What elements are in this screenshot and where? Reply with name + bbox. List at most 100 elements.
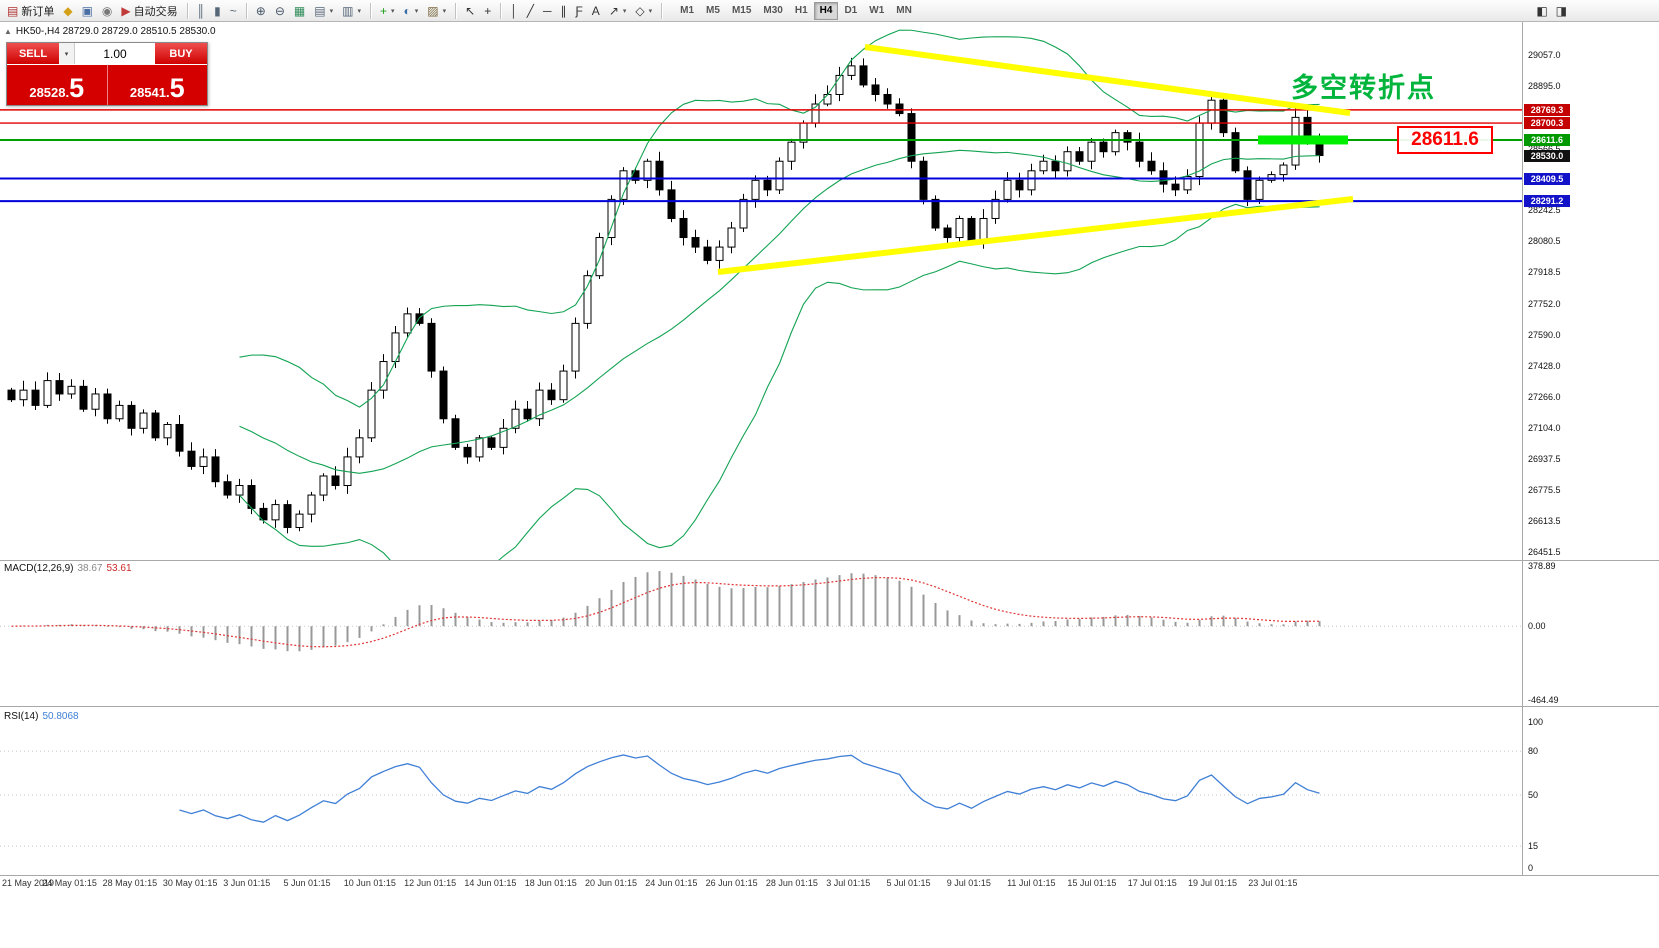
- indicators-button[interactable]: + ▾: [376, 1, 399, 20]
- price-axis-label: 27590.0: [1528, 329, 1561, 340]
- time-axis-label: 12 Jun 01:15: [404, 878, 457, 888]
- toolbar-separator: [186, 2, 188, 19]
- bollinger-upper-band: [239, 29, 1320, 408]
- bid-price[interactable]: 28528. 5: [7, 65, 108, 105]
- price-tag: 28291.2: [1524, 195, 1570, 208]
- horizontal-line-button[interactable]: ─: [539, 1, 556, 20]
- timeframe-button-h4[interactable]: H4: [813, 1, 839, 20]
- price-axis-label: 27428.0: [1528, 360, 1561, 371]
- shapes-button[interactable]: ◇ ▾: [631, 1, 656, 20]
- ask-price[interactable]: 28541. 5: [108, 65, 208, 105]
- candle: [1267, 174, 1276, 181]
- bar-chart-button[interactable]: ║: [193, 1, 210, 20]
- candle: [1159, 170, 1168, 185]
- toolbar-right: ◧ ◨: [1532, 1, 1571, 20]
- periods-button[interactable]: ◐ ▾: [400, 1, 423, 20]
- volume-input[interactable]: [75, 43, 155, 64]
- vertical-line-button[interactable]: │: [506, 1, 522, 20]
- candle: [847, 65, 856, 76]
- macd-main-value: 38.67: [77, 563, 103, 574]
- chart-window-button[interactable]: ◨: [1552, 1, 1571, 20]
- candle: [583, 275, 592, 324]
- volume-caret-icon[interactable]: ▾: [59, 43, 75, 64]
- candle: [499, 427, 508, 448]
- arrange-windows-button[interactable]: ▥ ▾: [338, 1, 365, 20]
- chart-profile-button[interactable]: ◆: [59, 1, 76, 20]
- macd-label: MACD(12,26,9) 38.67 53.61: [4, 563, 132, 574]
- macd-layer: [0, 571, 1522, 652]
- time-axis-label: 20 Jun 01:15: [585, 878, 638, 888]
- candle: [511, 408, 520, 429]
- candle: [1063, 151, 1072, 172]
- timeframe-button-h1[interactable]: H1: [789, 2, 814, 20]
- candle: [439, 370, 448, 420]
- cascade-windows-icon: ▤: [314, 3, 326, 18]
- candle: [823, 93, 832, 105]
- chart-expand-button[interactable]: ◧: [1532, 1, 1551, 20]
- bid-price-big-digit: 5: [69, 73, 85, 103]
- candle: [667, 189, 676, 219]
- level-highlight-bar[interactable]: [1258, 135, 1348, 145]
- time-axis[interactable]: 21 May 2019 24 May 01:15 28 May 01:15 30 Ma…: [0, 878, 1522, 892]
- chart-profile-icon: ◆: [63, 3, 73, 18]
- templates-button[interactable]: ▨ ▾: [423, 1, 450, 20]
- upper-triangle-line[interactable]: [864, 44, 1351, 116]
- candle: [979, 217, 988, 242]
- panel-divider[interactable]: [0, 560, 1659, 561]
- one-click-collapse-icon[interactable]: ▲: [4, 27, 12, 36]
- bollinger-lower-band: [239, 203, 1320, 560]
- buy-button[interactable]: BUY: [155, 43, 207, 64]
- candlestick-chart-button[interactable]: ▮: [210, 1, 225, 20]
- toolbar-separator: [369, 2, 371, 19]
- sell-button[interactable]: SELL: [7, 43, 59, 64]
- horizontal-line-icon: ─: [542, 3, 552, 18]
- market-watch-button[interactable]: ▣: [78, 1, 97, 20]
- equidistant-channel-button[interactable]: ∥: [556, 1, 570, 20]
- line-chart-button[interactable]: ~: [226, 1, 241, 20]
- candle: [271, 504, 280, 521]
- panel-divider[interactable]: [0, 706, 1659, 707]
- macd-name: MACD(12,26,9): [4, 563, 74, 574]
- time-axis-label: 21 May 2019: [2, 878, 55, 888]
- candle: [67, 385, 76, 395]
- trendline-button[interactable]: ╱: [523, 1, 538, 20]
- autotrading-button[interactable]: ▶ 自动交易: [117, 1, 181, 20]
- candle: [259, 507, 268, 521]
- timeframe-button-w1[interactable]: W1: [863, 2, 890, 20]
- cursor-button[interactable]: ↖: [461, 1, 479, 20]
- alerts-button[interactable]: ◉: [98, 1, 116, 20]
- macd-axis-label: -464.49: [1528, 695, 1559, 705]
- timeframe-button-mn[interactable]: MN: [890, 2, 918, 20]
- turning-point-annotation[interactable]: 多空转折点: [1291, 73, 1436, 103]
- candle: [31, 389, 40, 406]
- timeframe-button-d1[interactable]: D1: [838, 2, 863, 20]
- price-axis[interactable]: 29057.0 28895.0 28566.5 28242.5 28080.5 27918…: [1524, 0, 1659, 948]
- new-order-button[interactable]: ▤ 新订单: [3, 1, 58, 20]
- zoom-in-button[interactable]: ⊕: [252, 1, 270, 20]
- timeframe-button-m15[interactable]: M15: [726, 2, 757, 20]
- macd-signal-line: [11, 577, 1320, 648]
- price-callout-box[interactable]: 28611.6: [1397, 126, 1493, 154]
- timeframe-button-m1[interactable]: M1: [674, 2, 700, 20]
- price-axis-label: 27266.0: [1528, 391, 1561, 402]
- caret-down-icon: ▾: [357, 7, 361, 15]
- time-axis-label: 17 Jul 01:15: [1127, 878, 1177, 888]
- timeframe-button-m5[interactable]: M5: [700, 2, 726, 20]
- candle: [151, 412, 160, 439]
- crosshair-button[interactable]: +: [480, 1, 495, 20]
- cascade-windows-button[interactable]: ▤ ▾: [310, 1, 337, 20]
- price-axis-label: 28080.5: [1528, 236, 1561, 247]
- rsi-value: 50.8068: [42, 711, 79, 722]
- price-axis-label: 26937.5: [1528, 454, 1561, 465]
- timeframe-button-m30[interactable]: M30: [757, 2, 788, 20]
- time-axis-label: 9 Jul 01:15: [946, 878, 991, 888]
- lower-triangle-line[interactable]: [717, 196, 1354, 275]
- candle: [751, 179, 760, 200]
- fibonacci-button[interactable]: Ƒ: [571, 1, 586, 20]
- rsi-axis-label: 15: [1528, 841, 1539, 852]
- tile-windows-button[interactable]: ▦: [290, 1, 309, 20]
- text-button[interactable]: A: [588, 1, 604, 20]
- arrow-tools-button[interactable]: ↗ ▾: [605, 1, 631, 20]
- zoom-out-button[interactable]: ⊖: [271, 1, 289, 20]
